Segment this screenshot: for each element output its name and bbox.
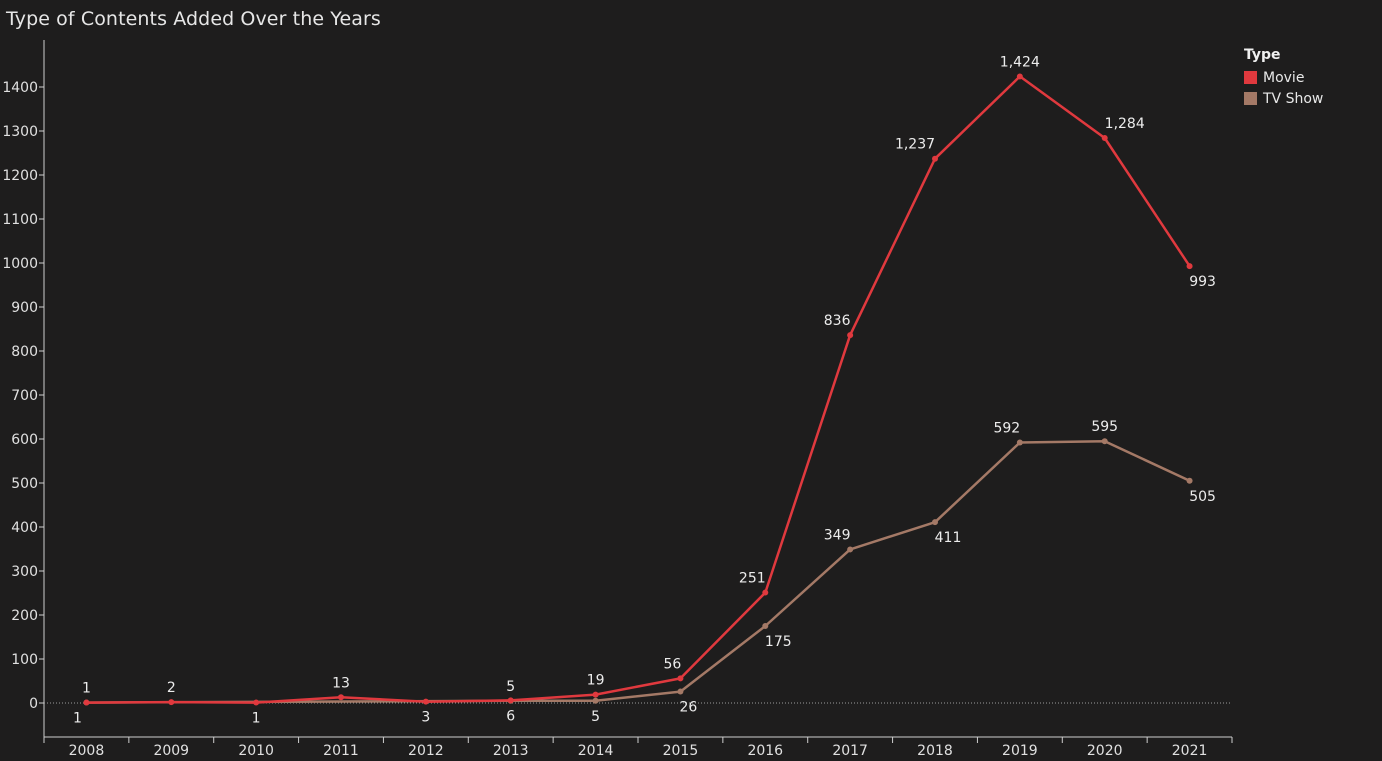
data-label: 1: [73, 711, 82, 727]
data-point: [762, 589, 769, 596]
y-tick-label: 400: [11, 520, 38, 536]
series-line-tv-show: [86, 439, 1191, 704]
data-point: [507, 697, 514, 704]
x-tick-label: 2013: [493, 743, 529, 759]
data-point: [932, 519, 938, 526]
data-point: [253, 699, 260, 706]
legend: Type Movie TV Show: [1244, 47, 1323, 109]
data-point: [422, 698, 429, 705]
data-label: 19: [587, 673, 605, 689]
data-label: 56: [664, 656, 682, 672]
data-point: [932, 155, 938, 162]
legend-swatch-movie: [1244, 71, 1257, 84]
data-point: [1101, 438, 1108, 445]
data-point: [677, 688, 684, 695]
legend-item-movie[interactable]: Movie: [1244, 67, 1323, 88]
x-tick-label: 2011: [323, 743, 359, 759]
data-label: 595: [1091, 419, 1118, 435]
data-label: 505: [1189, 489, 1216, 505]
x-tick-label: 2010: [238, 743, 274, 759]
y-tick-label: 900: [11, 300, 38, 316]
data-label: 993: [1189, 274, 1216, 290]
data-point: [847, 546, 854, 553]
data-point: [83, 699, 90, 706]
data-label: 2: [167, 680, 176, 696]
data-point: [1101, 135, 1108, 142]
legend-label-movie: Movie: [1263, 69, 1305, 86]
data-label: 26: [680, 700, 698, 716]
data-point: [338, 694, 344, 701]
data-point: [1186, 477, 1193, 484]
y-tick-label: 500: [11, 476, 38, 492]
y-tick-label: 1300: [2, 124, 38, 140]
data-point: [847, 332, 854, 339]
data-point: [1016, 73, 1023, 80]
x-tick-label: 2009: [153, 743, 189, 759]
x-tick-label: 2019: [1002, 743, 1038, 759]
data-label: 1: [82, 681, 91, 697]
data-label: 5: [591, 709, 600, 725]
data-label: 5: [506, 679, 515, 695]
data-label: 6: [506, 708, 515, 724]
y-tick-label: 700: [11, 388, 38, 404]
data-point: [1186, 263, 1193, 270]
data-label: 1,284: [1105, 116, 1145, 132]
data-point: [168, 699, 175, 706]
x-tick-label: 2016: [747, 743, 783, 759]
y-tick-label: 300: [11, 564, 38, 580]
data-label: 836: [824, 313, 851, 329]
data-label: 1: [252, 711, 261, 727]
legend-item-tv-show[interactable]: TV Show: [1244, 88, 1323, 109]
data-label: 251: [739, 571, 766, 587]
y-tick-label: 100: [11, 652, 38, 668]
x-tick-label: 2015: [663, 743, 699, 759]
y-tick-label: 1000: [2, 256, 38, 272]
data-label: 1,424: [1000, 54, 1040, 70]
x-tick-label: 2018: [917, 743, 953, 759]
data-label: 411: [935, 530, 962, 546]
x-tick-label: 2021: [1172, 743, 1208, 759]
y-tick-label: 800: [11, 344, 38, 360]
chart-title: Type of Contents Added Over the Years: [6, 8, 381, 30]
x-tick-label: 2014: [578, 743, 614, 759]
legend-swatch-tv-show: [1244, 92, 1257, 105]
y-tick-label: 200: [11, 608, 38, 624]
data-label: 1,237: [895, 137, 935, 153]
data-label: 175: [765, 634, 792, 650]
legend-title: Type: [1244, 47, 1281, 63]
y-tick-label: 0: [29, 696, 38, 712]
series-line-movie: [86, 75, 1191, 704]
data-label: 3: [421, 710, 430, 726]
y-tick-label: 1200: [2, 168, 38, 184]
y-tick-label: 600: [11, 432, 38, 448]
x-tick-label: 2020: [1087, 743, 1123, 759]
x-tick-label: 2012: [408, 743, 444, 759]
x-tick-label: 2008: [69, 743, 105, 759]
data-label: 592: [993, 421, 1020, 437]
data-point: [762, 623, 769, 629]
legend-label-tv-show: TV Show: [1263, 90, 1324, 107]
data-point: [592, 691, 599, 698]
y-tick-label: 1400: [2, 80, 38, 96]
data-label: 13: [332, 675, 350, 691]
data-label: 349: [824, 527, 851, 543]
data-point: [677, 675, 684, 682]
x-tick-label: 2017: [832, 743, 868, 759]
data-point: [1016, 439, 1023, 446]
y-tick-label: 1100: [2, 212, 38, 228]
data-point: [592, 697, 599, 704]
